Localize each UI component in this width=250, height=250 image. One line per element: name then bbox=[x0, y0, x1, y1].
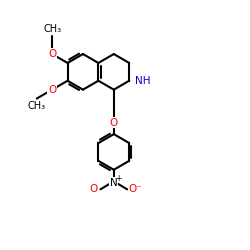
Text: O: O bbox=[110, 118, 118, 128]
Text: O: O bbox=[90, 184, 98, 194]
Text: CH₃: CH₃ bbox=[43, 24, 61, 34]
Text: O: O bbox=[48, 85, 56, 95]
Text: O⁻: O⁻ bbox=[128, 184, 142, 194]
Text: NH: NH bbox=[135, 76, 150, 86]
Text: N: N bbox=[110, 178, 118, 188]
Text: CH₃: CH₃ bbox=[28, 100, 46, 110]
Text: +: + bbox=[115, 174, 121, 183]
Text: O: O bbox=[48, 49, 56, 59]
